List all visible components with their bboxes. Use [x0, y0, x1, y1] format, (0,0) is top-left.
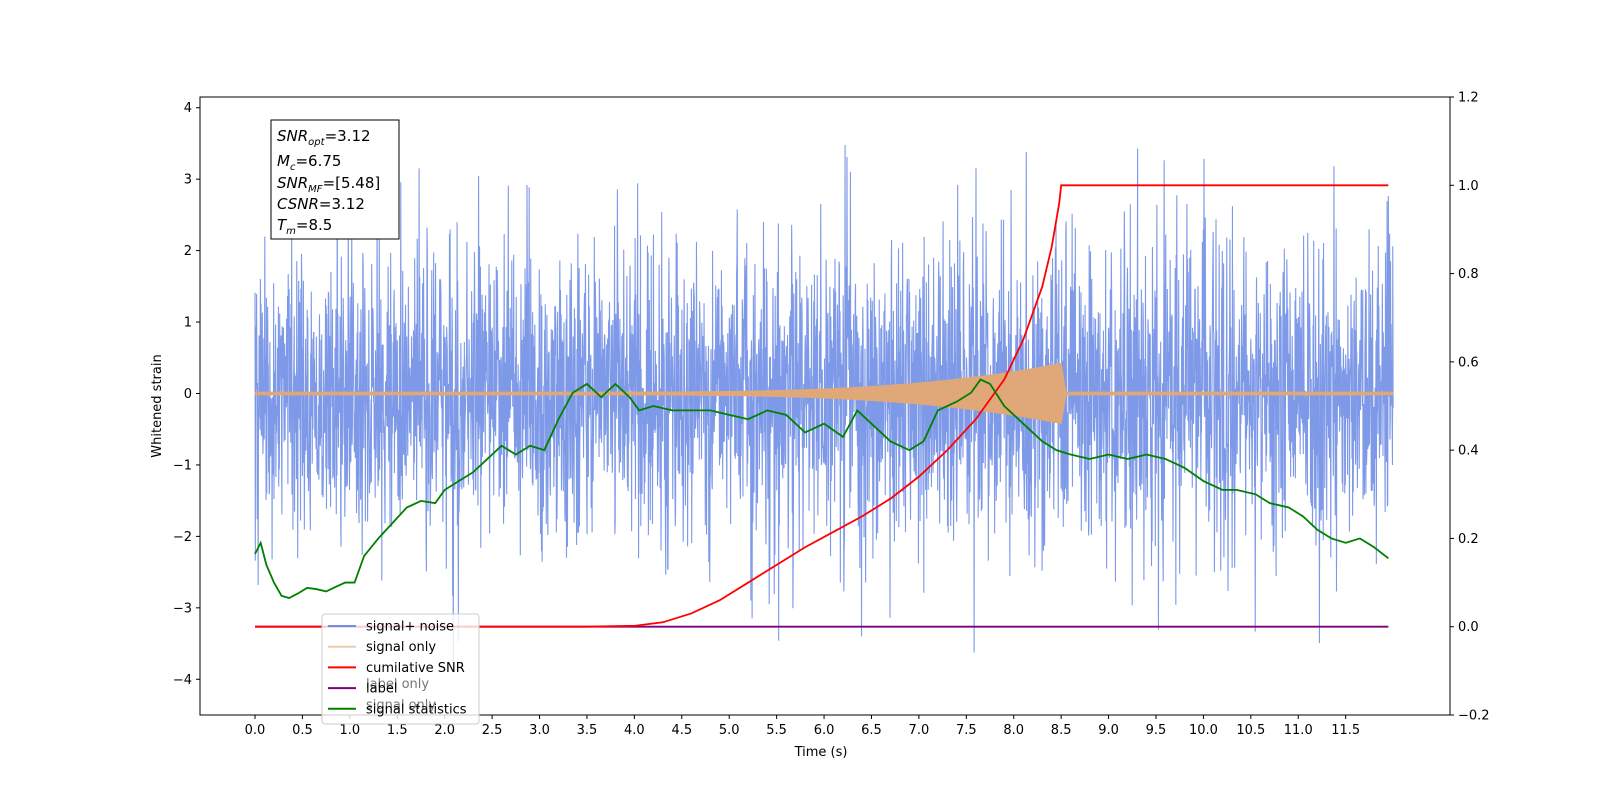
- y2-tick-label: 1.0: [1458, 179, 1479, 194]
- y-axis-left: 4 3 2 1 0 −1 −2 −3 −4: [173, 101, 200, 688]
- x-tick-label: 9.5: [1146, 723, 1167, 738]
- y-tick-label: 1: [184, 316, 192, 331]
- x-tick-label: 5.5: [766, 723, 787, 738]
- x-tick-label: 10.0: [1189, 723, 1218, 738]
- y2-tick-label: 0.0: [1458, 620, 1479, 635]
- x-tick-label: 7.5: [956, 723, 977, 738]
- y-tick-label: −4: [173, 673, 192, 688]
- x-tick-label: 11.5: [1331, 723, 1360, 738]
- x-tick-label: 3.0: [529, 723, 550, 738]
- signal-only-line: [254, 362, 1394, 425]
- y2-tick-label: 0.8: [1458, 267, 1479, 282]
- x-tick-label: 0.5: [292, 723, 313, 738]
- signal-noise-line: [254, 143, 1394, 673]
- x-tick-label: 1.5: [387, 723, 408, 738]
- legend-ghost-label: label only: [366, 677, 429, 692]
- y-tick-label: 4: [184, 101, 192, 116]
- y2-tick-label: 0.2: [1458, 532, 1479, 547]
- legend-label: cumilative SNR: [366, 661, 465, 676]
- legend-label: signal+ noise: [366, 620, 454, 635]
- x-tick-label: 6.5: [861, 723, 882, 738]
- x-tick-label: 5.0: [719, 723, 740, 738]
- x-tick-label: 8.5: [1051, 723, 1072, 738]
- y-axis-label: Whitened strain: [150, 354, 165, 457]
- info-line: Mc=6.75: [277, 152, 341, 173]
- x-tick-label: 0.0: [245, 723, 266, 738]
- x-tick-label: 2.5: [482, 723, 503, 738]
- series-cumilative-snr: [255, 184, 1389, 628]
- legend-label: signal statistics: [366, 702, 467, 717]
- legend-label: signal only: [366, 640, 436, 655]
- info-line: Tm=8.5: [277, 216, 332, 237]
- y2-tick-label: 1.2: [1458, 91, 1479, 106]
- x-tick-label: 6.0: [814, 723, 835, 738]
- info-line: SNRMF=[5.48]: [277, 174, 380, 195]
- x-tick-label: 3.5: [577, 723, 598, 738]
- y-axis-right: 1.2 1.0 0.8 0.6 0.4 0.2 0.0 −0.2: [1450, 91, 1490, 724]
- x-tick-label: 10.5: [1236, 723, 1265, 738]
- legend: label only signal only signal+ noise signa…: [321, 613, 480, 725]
- legend-label: label: [366, 682, 397, 697]
- y2-tick-label: −0.2: [1458, 709, 1490, 724]
- y2-tick-label: 0.4: [1458, 444, 1479, 459]
- x-tick-label: 4.5: [671, 723, 692, 738]
- x-axis: 0.0 0.5 1.0 1.5 2.0 2.5 3.0 3.5 4.0 4.5 5.0 5.5 6.0 6…: [245, 715, 1360, 738]
- x-tick-label: 11.0: [1284, 723, 1313, 738]
- plot-frame: [199, 96, 1451, 716]
- y2-tick-label: 0.6: [1458, 355, 1479, 370]
- y-tick-label: 2: [184, 244, 192, 259]
- x-tick-label: 7.0: [909, 723, 930, 738]
- info-line: SNRopt=3.12: [277, 127, 371, 148]
- x-tick-label: 2.0: [434, 723, 455, 738]
- y-tick-label: −2: [173, 530, 192, 545]
- x-tick-label: 1.0: [340, 723, 361, 738]
- x-tick-label: 8.0: [1003, 723, 1024, 738]
- series-signal-statistics: [254, 378, 1389, 599]
- y-tick-label: −1: [173, 458, 192, 473]
- legend-ghost-label: signal only: [366, 698, 436, 713]
- y-tick-label: 0: [184, 387, 192, 402]
- y-tick-label: 3: [184, 173, 192, 188]
- x-axis-label: Time (s): [794, 745, 848, 760]
- signal-only-series: [254, 362, 1394, 425]
- y-tick-label: −3: [173, 601, 192, 616]
- x-tick-label: 4.0: [624, 723, 645, 738]
- info-line: CSNR=3.12: [277, 195, 365, 213]
- x-tick-label: 9.0: [1098, 723, 1119, 738]
- signal-noise-series: [254, 143, 1394, 673]
